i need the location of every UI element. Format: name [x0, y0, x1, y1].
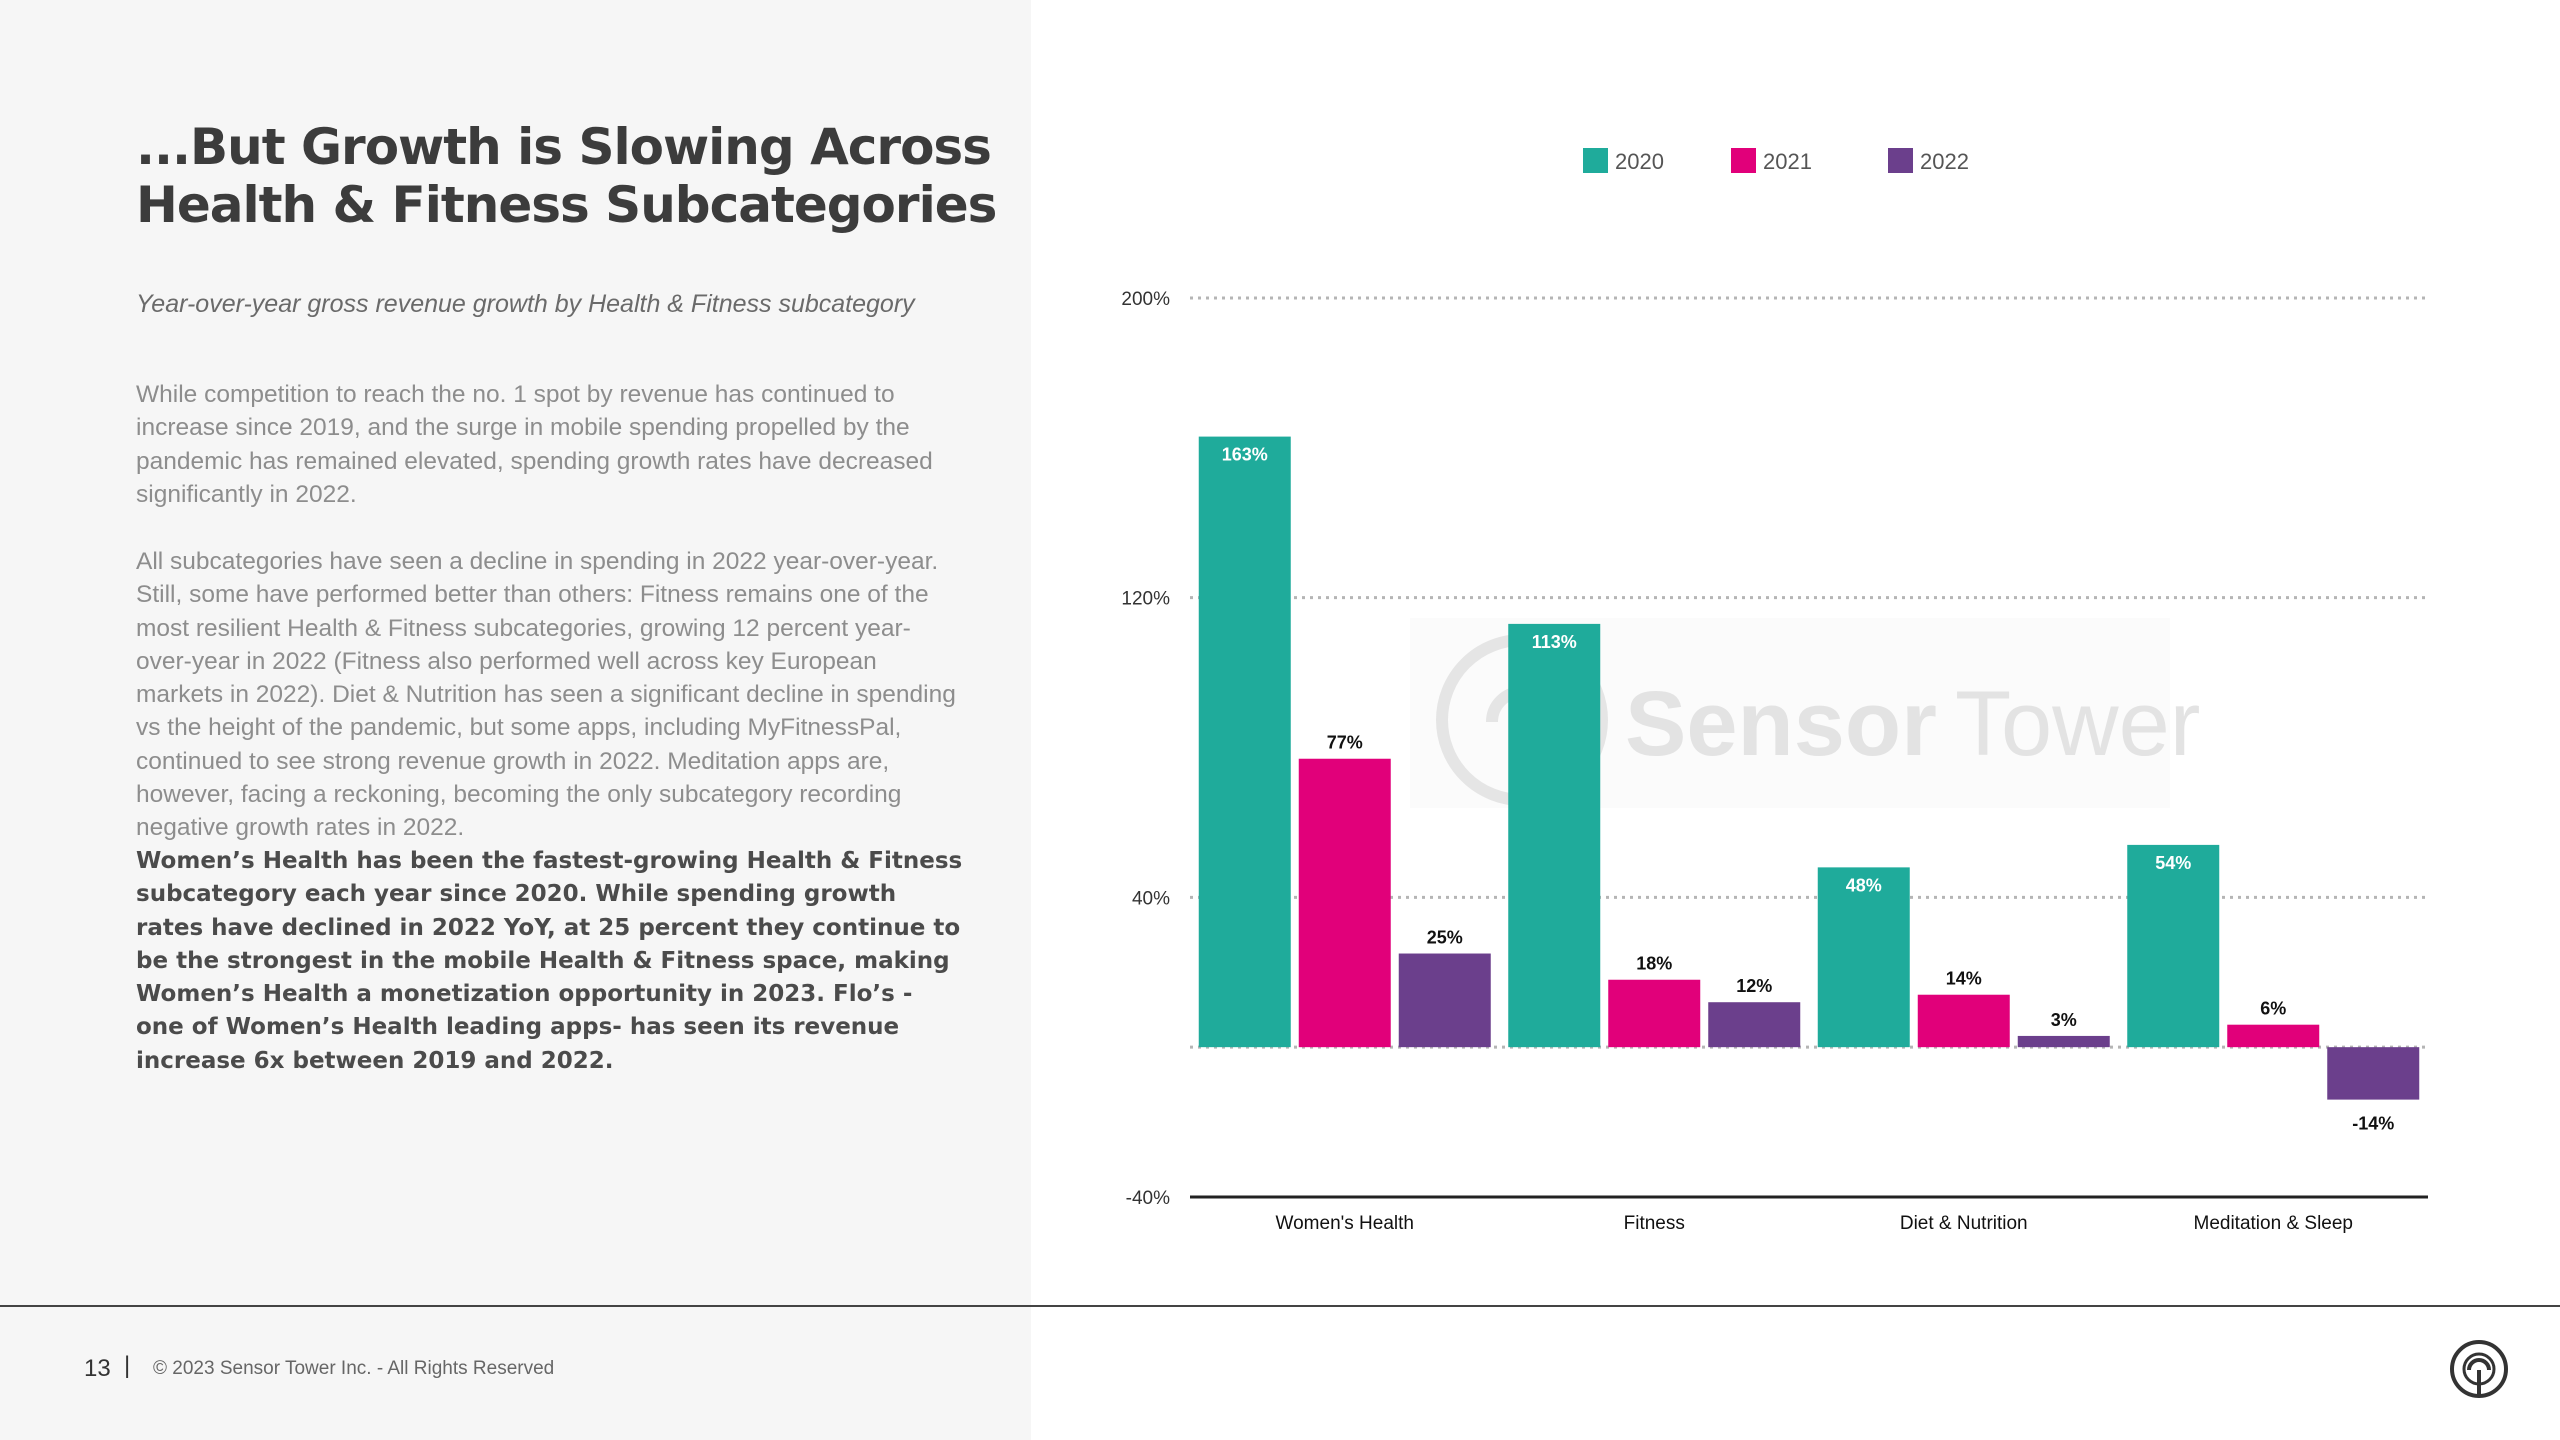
copyright-text: © 2023 Sensor Tower Inc. - All Rights Re… — [153, 1358, 555, 1379]
data-label: 6% — [2260, 999, 2286, 1019]
bar-2020 — [2127, 844, 2220, 1048]
footer-separator: | — [124, 1352, 131, 1379]
bar-2022 — [2327, 1047, 2420, 1100]
watermark-text-light: Tower — [1955, 673, 2200, 775]
data-label: 163% — [1222, 445, 1268, 465]
x-tick-label: Fitness — [1624, 1213, 1685, 1234]
bar-2020 — [1817, 867, 1910, 1048]
slide-subtitle: Year-over-year gross revenue growth by H… — [136, 290, 915, 318]
body-paragraph-1: While competition to reach the no. 1 spo… — [136, 381, 933, 508]
y-tick-label: 120% — [1121, 589, 1170, 610]
bar-2022 — [1708, 1002, 1801, 1048]
data-label: 25% — [1427, 928, 1463, 948]
slide-title: ...But Growth is Slowing Across Health &… — [136, 118, 997, 234]
bar-chart: Sensor Tower 200% 120% 40% -40% Women's Heal… — [1121, 148, 2428, 1234]
left-panel — [0, 0, 1031, 1440]
x-tick-label: Women's Health — [1276, 1213, 1414, 1234]
bar-2022 — [1398, 953, 1491, 1048]
data-label: 18% — [1636, 954, 1672, 974]
watermark-text-bold: Sensor — [1625, 673, 1937, 775]
legend-swatch-2021 — [1731, 148, 1756, 173]
bar-2021 — [1608, 979, 1701, 1048]
legend-label-2021: 2021 — [1763, 149, 1812, 174]
footer-divider — [0, 1305, 2560, 1307]
legend-swatch-2020 — [1583, 148, 1608, 173]
data-label: 48% — [1846, 875, 1882, 895]
bar-2021 — [2227, 1024, 2320, 1048]
bar-2021 — [1298, 758, 1391, 1048]
data-label: 14% — [1946, 969, 1982, 989]
y-tick-label: 40% — [1132, 888, 1170, 909]
data-label: 3% — [2051, 1010, 2077, 1030]
legend-label-2020: 2020 — [1615, 149, 1664, 174]
data-label: -14% — [2352, 1114, 2394, 1134]
bar-2020 — [1198, 436, 1291, 1048]
y-tick-label: 200% — [1121, 289, 1170, 310]
bar-2022 — [2017, 1035, 2110, 1048]
y-tick-label: -40% — [1126, 1188, 1170, 1209]
page-number: 13 — [84, 1355, 111, 1382]
data-label: 77% — [1327, 733, 1363, 753]
legend-swatch-2022 — [1888, 148, 1913, 173]
bar-2020 — [1508, 623, 1601, 1048]
sensor-tower-logo-icon — [2450, 1340, 2508, 1398]
data-label: 54% — [2155, 853, 2191, 873]
body-paragraph-2: All subcategories have seen a decline in… — [136, 548, 956, 842]
data-label: 12% — [1736, 976, 1772, 996]
body-paragraph-3-highlight: Women’s Health has been the fastest-grow… — [136, 848, 963, 1074]
legend-label-2022: 2022 — [1920, 149, 1969, 174]
x-tick-label: Diet & Nutrition — [1900, 1213, 2028, 1234]
bar-2021 — [1917, 994, 2010, 1048]
x-tick-label: Meditation & Sleep — [2194, 1213, 2354, 1234]
data-label: 113% — [1532, 632, 1577, 652]
